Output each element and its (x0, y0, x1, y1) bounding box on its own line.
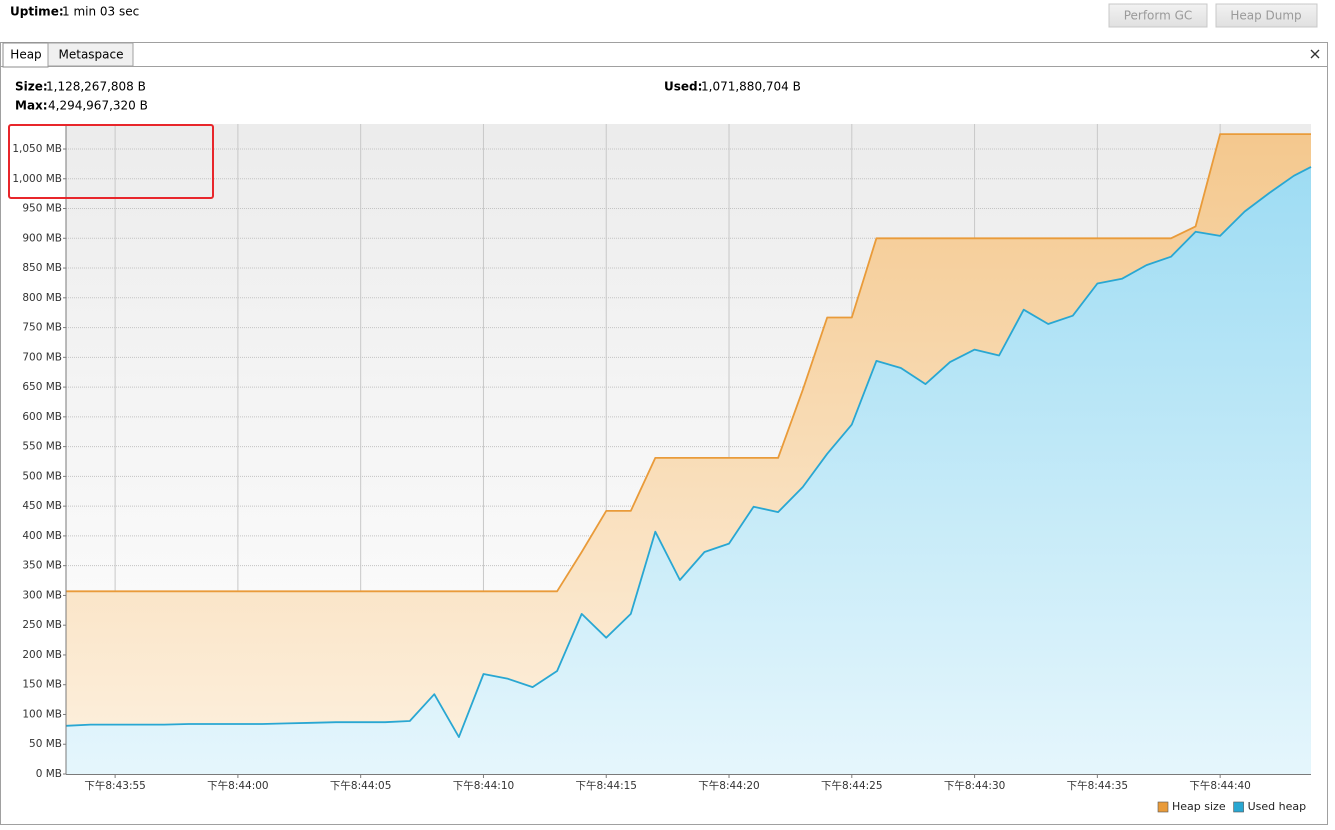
y-tick-label: 450 MB (22, 500, 62, 512)
uptime-label: Uptime: (10, 5, 64, 19)
y-tick-label: 50 MB (29, 738, 62, 750)
y-tick-label: 300 MB (22, 589, 62, 601)
stat-label: Max: (15, 99, 48, 113)
axis-labels: 0 MB 50 MB 100 MB 150 MB 200 MB 250 MB 300 MB 3… (12, 143, 1251, 792)
stat-value: 4,294,967,320 B (48, 99, 148, 113)
x-tick-label: 下午8:44:00 (207, 779, 268, 792)
x-tick-label: 下午8:44:25 (821, 779, 882, 792)
y-tick-label: 350 MB (22, 560, 62, 572)
heap-tab[interactable]: Heap (2, 42, 49, 68)
area-line (66, 133, 1311, 593)
y-tick-label: 900 MB (22, 232, 62, 244)
y-tick-label: 650 MB (22, 381, 62, 393)
area-fill (66, 166, 1311, 774)
x-tick-label: 下午8:44:35 (1067, 779, 1128, 792)
highlight-box (8, 124, 214, 199)
uptime-value: 1 min 03 sec (62, 5, 139, 19)
y-tick-label: 700 MB (22, 351, 62, 363)
perform-gc-button[interactable]: Perform GC (1108, 3, 1208, 28)
y-tick-label: 200 MB (22, 649, 62, 661)
stat-label: Size: (15, 80, 48, 94)
button-frame (1108, 3, 1208, 28)
button-label: Heap Dump (1230, 9, 1301, 23)
x-tick-label: 下午8:44:40 (1189, 779, 1250, 792)
legend-swatch (1233, 801, 1244, 813)
y-tick-label: 150 MB (22, 679, 62, 691)
y-tick-label: 950 MB (22, 203, 62, 215)
y-tick-label: 550 MB (22, 441, 62, 453)
tab-label: Heap (10, 48, 41, 62)
close-icon (1310, 49, 1320, 59)
y-tick-label: 0 MB (36, 768, 62, 780)
x-tick-label: 下午8:44:30 (944, 779, 1005, 792)
tab-frame (47, 42, 134, 67)
y-tick-label: 100 MB (22, 708, 62, 720)
y-tick-label: 1,050 MB (12, 143, 62, 155)
y-tick-label: 400 MB (22, 530, 62, 542)
legend-label: Heap size (1172, 800, 1226, 813)
legend-label: Used heap (1248, 800, 1307, 813)
area-line (65, 166, 1312, 738)
stat-value: 1,128,267,808 B (46, 80, 146, 94)
tab-label: Metaspace (59, 48, 124, 62)
x-tick-label: 下午8:44:10 (453, 779, 514, 792)
series-layer (65, 133, 1312, 775)
x-tick-label: 下午8:44:20 (698, 779, 759, 792)
y-tick-label: 600 MB (22, 411, 62, 423)
y-tick-label: 800 MB (22, 292, 62, 304)
stat-label: Used: (664, 80, 702, 94)
heap-dump-button[interactable]: Heap Dump (1215, 3, 1318, 28)
y-tick-label: 250 MB (22, 619, 62, 631)
close-button[interactable] (1310, 49, 1320, 59)
y-tick-label: 750 MB (22, 322, 62, 334)
x-tick-label: 下午8:43:55 (84, 779, 145, 792)
y-tick-label: 850 MB (22, 262, 62, 274)
y-tick-label: 1,000 MB (12, 173, 62, 185)
x-tick-label: 下午8:44:15 (575, 779, 636, 792)
x-tick-label: 下午8:44:05 (330, 779, 391, 792)
tab-frame (2, 42, 49, 68)
legend: Heap size Used heap (1157, 800, 1307, 813)
panel-frame (0, 42, 1328, 825)
legend-swatch (1157, 801, 1169, 813)
button-frame (1215, 3, 1318, 28)
stat-value: 1,071,880,704 B (701, 80, 801, 94)
y-tick-label: 500 MB (22, 470, 62, 482)
metaspace-tab[interactable]: Metaspace (47, 42, 134, 67)
button-label: Perform GC (1124, 9, 1193, 23)
